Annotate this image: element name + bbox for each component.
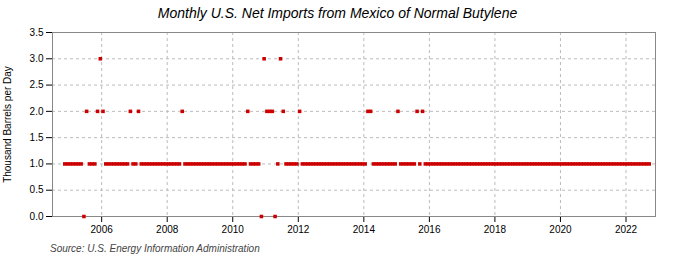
svg-text:2008: 2008 xyxy=(156,224,179,235)
svg-text:2022: 2022 xyxy=(615,224,638,235)
svg-text:3.0: 3.0 xyxy=(30,53,44,64)
svg-text:2020: 2020 xyxy=(549,224,572,235)
svg-text:2014: 2014 xyxy=(353,224,376,235)
svg-text:1.0: 1.0 xyxy=(30,158,44,169)
html-text:Source: U.S. Energy Informatio: Source: U.S. Energy Information Administ… xyxy=(50,243,260,254)
svg-text:2.5: 2.5 xyxy=(30,79,44,90)
svg-text:2010: 2010 xyxy=(222,224,245,235)
svg-text:Thousand Barrels per Day: Thousand Barrels per Day xyxy=(2,66,13,183)
svg-text:2006: 2006 xyxy=(91,224,114,235)
svg-text:2016: 2016 xyxy=(418,224,441,235)
svg-text:0.5: 0.5 xyxy=(30,184,44,195)
svg-text:2.0: 2.0 xyxy=(30,106,44,117)
svg-text:2012: 2012 xyxy=(287,224,310,235)
svg-text:3.5: 3.5 xyxy=(30,27,44,38)
svg-text:2018: 2018 xyxy=(484,224,507,235)
svg-text:1.5: 1.5 xyxy=(30,132,44,143)
svg-text:0.0: 0.0 xyxy=(30,211,44,222)
html-text:Monthly U.S. Net Imports from: Monthly U.S. Net Imports from Mexico of … xyxy=(157,5,518,21)
